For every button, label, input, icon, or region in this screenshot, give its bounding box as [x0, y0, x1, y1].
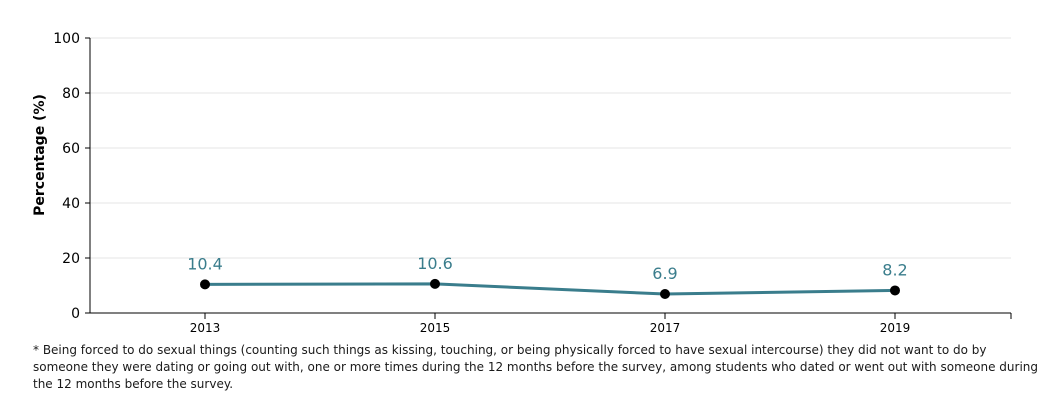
gridlines — [90, 37, 1011, 259]
y-axis-label: Percentage (%) — [32, 94, 48, 216]
axes: 0 20 40 60 80 100 2013 2015 2017 2019 — [53, 31, 1012, 335]
x-tick-label: 2015 — [420, 321, 451, 335]
series-line — [204, 282, 896, 296]
y-tick-label: 60 — [62, 141, 80, 157]
data-point — [660, 289, 670, 300]
data-label: 6.9 — [652, 264, 677, 283]
y-tick-label: 100 — [53, 31, 80, 47]
line-chart: 0 20 40 60 80 100 2013 2015 2017 2019 10.4 10.6 6.9… — [32, 31, 1012, 335]
series — [200, 278, 900, 300]
x-tick-label: 2017 — [650, 321, 681, 335]
x-tick-label: 2019 — [880, 321, 911, 335]
footnote: * Being forced to do sexual things (coun… — [33, 343, 1038, 391]
data-point — [200, 279, 210, 290]
y-tick-label: 0 — [71, 306, 80, 322]
data-label: 8.2 — [882, 260, 907, 279]
y-tick-label: 80 — [62, 86, 80, 102]
y-tick-label: 20 — [62, 251, 80, 267]
x-tick-label: 2013 — [190, 321, 221, 335]
y-tick-label: 40 — [62, 196, 80, 212]
data-label: 10.6 — [417, 254, 453, 273]
data-point — [890, 285, 900, 296]
data-labels: 10.4 10.6 6.9 8.2 — [187, 254, 908, 283]
data-point — [430, 278, 440, 289]
data-label: 10.4 — [187, 254, 223, 273]
